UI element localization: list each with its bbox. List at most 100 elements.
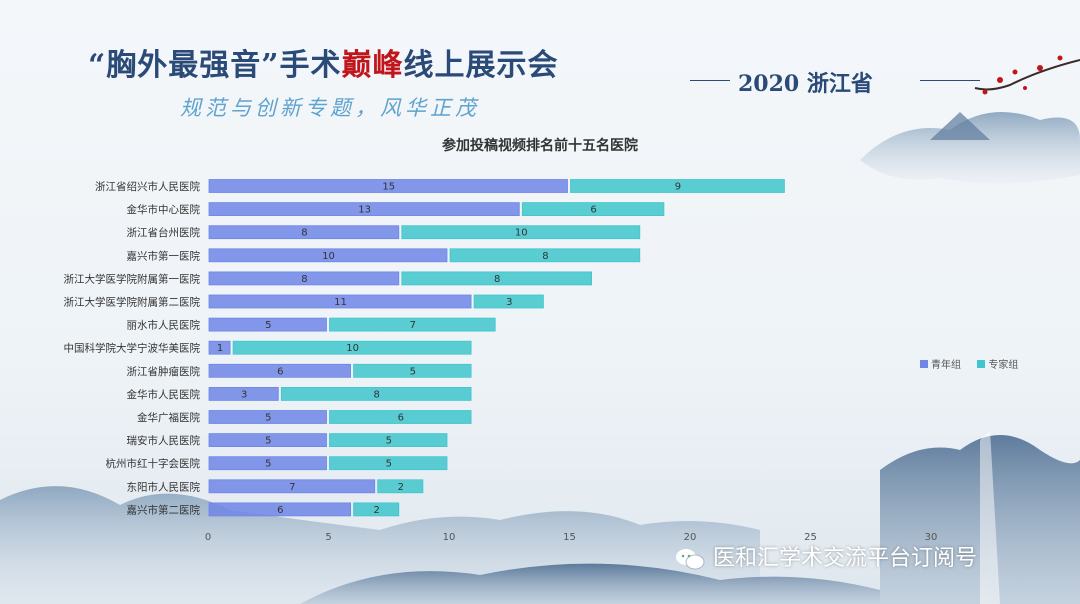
data-label: 6 <box>398 413 404 424</box>
bar-expert <box>329 433 448 448</box>
bar-expert <box>280 386 472 401</box>
bar-expert <box>353 502 400 517</box>
title-part1: “胸外最强音”手术 <box>88 48 342 83</box>
bar-youth <box>208 502 352 517</box>
x-tick-label: 20 <box>684 532 697 543</box>
event-year-label: 2020 浙江省 <box>738 71 873 97</box>
bar-youth <box>208 363 352 378</box>
title-part2: 线上展示会 <box>403 48 559 83</box>
bar-youth <box>208 294 472 309</box>
data-label: 6 <box>277 366 283 377</box>
bar-youth <box>208 248 448 263</box>
event-divider-right <box>920 80 980 81</box>
event-divider-left <box>690 80 730 81</box>
watermark-text: 医和汇学术交流平台订阅号 <box>713 546 978 571</box>
bar-youth <box>208 479 376 494</box>
x-tick-label: 15 <box>563 532 576 543</box>
data-label: 11 <box>334 297 347 308</box>
page-title: “胸外最强音”手术巅峰线上展示会 <box>88 40 559 84</box>
legend-swatch-youth <box>920 359 928 368</box>
data-label: 13 <box>358 205 371 216</box>
category-label: 嘉兴市第二医院 <box>127 503 201 516</box>
legend-label-youth: 青年组 <box>931 360 961 371</box>
data-label: 3 <box>241 389 247 400</box>
bar-youth <box>208 340 231 355</box>
data-label: 2 <box>398 482 404 493</box>
bar-youth <box>208 271 400 286</box>
category-label: 浙江省台州医院 <box>127 226 201 239</box>
data-label: 8 <box>301 274 307 285</box>
category-label: 金华广福医院 <box>137 411 200 424</box>
data-label: 5 <box>386 436 392 447</box>
bar-expert <box>377 479 424 494</box>
data-label: 7 <box>289 482 295 493</box>
category-label: 杭州市红十字会医院 <box>106 457 201 470</box>
bar-youth <box>208 410 327 424</box>
data-label: 5 <box>265 413 271 424</box>
data-label: 5 <box>265 436 271 447</box>
chart-legend: 青年组 专家组 <box>920 356 1018 371</box>
bar-youth <box>208 225 400 240</box>
x-tick-label: 5 <box>325 532 331 543</box>
bar-expert <box>449 248 641 263</box>
bar-youth <box>208 179 568 193</box>
category-label: 东阳市人民医院 <box>127 480 201 493</box>
x-tick-label: 30 <box>925 532 938 543</box>
chart-title: 参加投稿视频排名前十五名医院 <box>442 138 638 154</box>
legend-label-expert: 专家组 <box>988 360 1019 371</box>
bar-expert <box>329 317 496 332</box>
page-subtitle: 规范与创新专题，风华正茂 <box>180 96 480 120</box>
category-label: 瑞安市人民医院 <box>127 434 201 447</box>
data-label: 6 <box>590 205 596 216</box>
category-label: 浙江大学医学院附属第二医院 <box>64 296 201 309</box>
bar-expert <box>232 340 472 355</box>
bar-expert <box>329 410 472 424</box>
data-label: 8 <box>301 228 307 239</box>
data-label: 8 <box>542 251 548 262</box>
data-label: 5 <box>410 366 416 377</box>
category-label: 金华市人民医院 <box>127 388 201 401</box>
data-label: 10 <box>346 343 359 354</box>
bar-expert <box>473 294 544 309</box>
category-label: 丽水市人民医院 <box>127 319 201 332</box>
bar-expert <box>329 456 448 471</box>
data-label: 5 <box>265 320 271 331</box>
title-highlight: 巅峰 <box>341 48 404 83</box>
x-tick-label: 10 <box>443 532 456 543</box>
data-label: 3 <box>506 297 512 308</box>
data-label: 1 <box>217 343 223 354</box>
data-label: 2 <box>374 505 380 516</box>
legend-swatch-expert <box>977 359 986 368</box>
data-label: 9 <box>675 182 681 193</box>
category-label: 浙江大学医学院附属第一医院 <box>64 272 201 285</box>
watermark: 医和汇学术交流平台订阅号 <box>675 540 977 572</box>
bar-expert <box>401 271 592 286</box>
data-label: 8 <box>374 389 380 400</box>
data-label: 7 <box>410 320 416 331</box>
data-label: 5 <box>265 459 271 470</box>
category-label: 中国科学院大学宁波华美医院 <box>64 342 201 355</box>
data-label: 6 <box>277 505 283 516</box>
category-label: 金华市中心医院 <box>127 203 201 216</box>
category-label: 浙江省肿瘤医院 <box>127 365 201 378</box>
bar-youth <box>208 386 279 401</box>
category-label: 嘉兴市第一医院 <box>127 249 201 262</box>
category-label: 浙江省绍兴市人民医院 <box>95 180 200 193</box>
data-label: 5 <box>386 459 392 470</box>
bar-youth <box>208 433 327 448</box>
data-label: 8 <box>494 274 500 285</box>
bar-youth <box>208 202 520 217</box>
data-label: 15 <box>382 182 395 193</box>
bar-expert <box>521 202 665 217</box>
wechat-icon <box>676 549 705 570</box>
bar-youth <box>208 317 327 332</box>
bar-expert <box>570 179 785 193</box>
x-tick-label: 0 <box>205 532 211 543</box>
bar-expert <box>401 225 641 240</box>
bar-expert <box>353 363 472 378</box>
data-label: 10 <box>322 251 335 262</box>
bar-youth <box>208 456 327 471</box>
x-tick-label: 25 <box>804 532 817 543</box>
